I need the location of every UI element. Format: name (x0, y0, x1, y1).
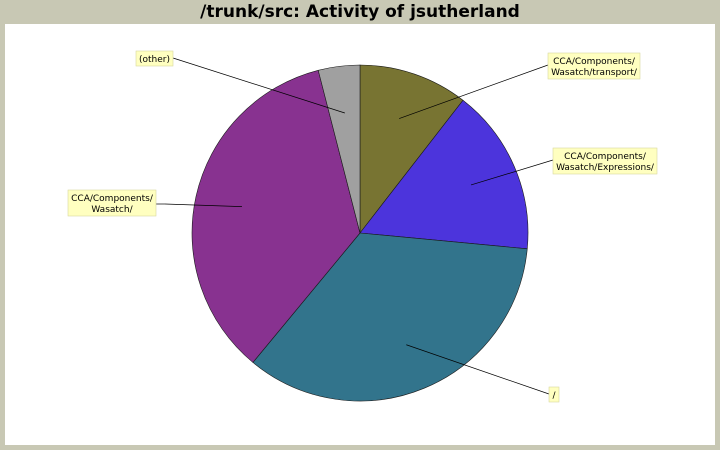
chart-title: /trunk/src: Activity of jsutherland (200, 2, 520, 22)
pie-slices (191, 64, 529, 402)
slice-label: CCA/Components/ (564, 152, 647, 162)
leader-line (164, 203, 242, 207)
slice-label: Wasatch/Expressions/ (556, 163, 655, 173)
pie-slice (191, 69, 361, 363)
pie-chart: CCA/Components/Wasatch/transport/CCA/Com… (67, 50, 658, 403)
slice-label-box (548, 386, 560, 403)
slice-label: (other) (139, 55, 170, 65)
slice-label: / (552, 391, 556, 401)
pie-slice (252, 232, 528, 402)
pie-slice (359, 99, 529, 250)
leader-line (399, 64, 549, 119)
leader-line (406, 344, 550, 395)
slice-label-box (547, 52, 641, 80)
leader-line (172, 57, 345, 114)
leader-lines (156, 57, 554, 395)
pie-slice (317, 64, 361, 234)
leader-line (470, 159, 554, 186)
plot-area: CCA/Components/Wasatch/transport/CCA/Com… (5, 24, 715, 445)
slice-label: Wasatch/transport/ (551, 68, 638, 78)
slice-label: CCA/Components/ (553, 57, 636, 67)
slice-label-box (135, 50, 174, 67)
slice-label-box (67, 189, 157, 217)
slice-label: CCA/Components/ (71, 194, 154, 204)
slice-label: Wasatch/ (91, 205, 133, 215)
slice-label-box (552, 147, 658, 175)
slice-labels: CCA/Components/Wasatch/transport/CCA/Com… (67, 50, 658, 403)
